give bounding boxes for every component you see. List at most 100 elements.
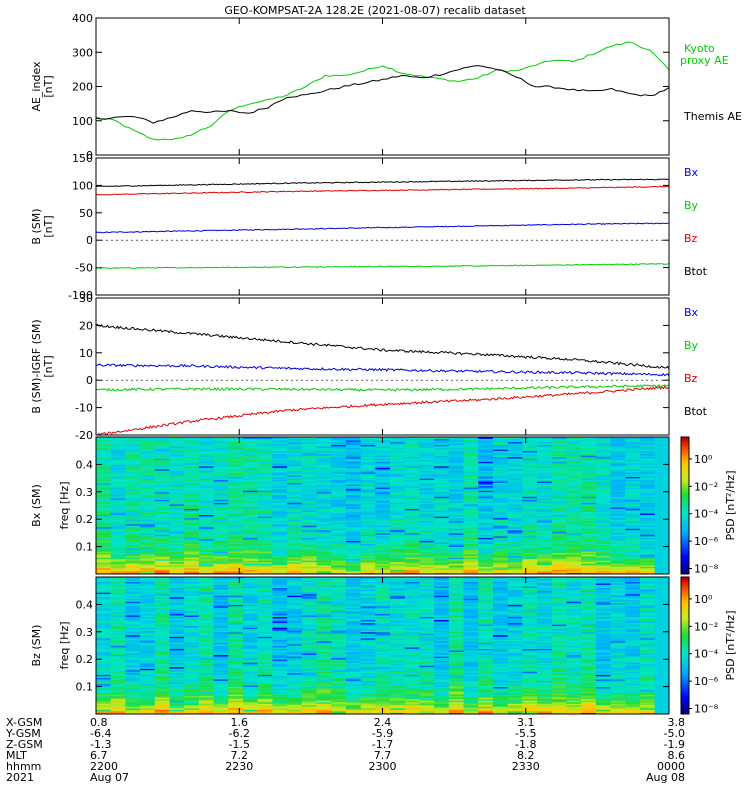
ephemeris-value: 2230 [225, 760, 253, 773]
colorbar-p4: 10⁰ 10⁻² 10⁻⁴ 10⁻⁶ 10⁻⁸ PSD [nT²/Hz] [680, 436, 737, 576]
panel-2-ytick: 150 [72, 152, 93, 165]
panel-1: 0 100 200 300 400 AE_index [nT] Kyoto proxy AE Th… [30, 12, 742, 162]
ephemeris-value: -5.5 [515, 727, 536, 740]
legend-by-p2: By [684, 199, 699, 212]
legend-bz-p3: Bz [684, 372, 698, 385]
colorbar-tick: 10⁻² [694, 620, 718, 633]
legend-btot-p3: Btot [684, 405, 708, 418]
ephemeris-value: -1.8 [515, 738, 536, 751]
panel-5-ylabel: Bz (SM) [30, 625, 43, 667]
ephemeris-value: -6.2 [229, 727, 250, 740]
ephemeris-value: -1.3 [90, 738, 111, 751]
ephemeris-value: -5.9 [372, 727, 393, 740]
panel-3-ytick: -20 [75, 429, 93, 442]
ephemeris-row-label: Z-GSM [6, 738, 43, 751]
panel-5-ytick: 0.2 [76, 653, 94, 666]
series-by-line [95, 384, 670, 392]
legend-kyoto: Kyoto proxy AE [680, 42, 729, 67]
panel-4-ytick: 0.4 [76, 458, 94, 471]
panel-4-ytick: 0.3 [76, 486, 94, 499]
spectrogram-bx [96, 437, 669, 575]
panel-1-ylabel-unit: [nT] [42, 75, 55, 97]
colorbar-tick: 10⁰ [694, 593, 713, 606]
colorbar-tick: 10⁰ [694, 453, 713, 466]
legend-bx-p2: Bx [684, 166, 699, 179]
colorbar-label: PSD [nT²/Hz] [724, 470, 737, 540]
legend-themis: Themis AE [683, 110, 742, 123]
panel-5: 0.10.20.30.4Bz (SM) freq [Hz]10⁰10⁻²10⁻⁴1… [30, 576, 737, 716]
colorbar-tick: 10⁻⁴ [694, 648, 719, 661]
ephemeris-value: 2.4 [374, 716, 392, 729]
series-themis-ae-line [95, 65, 670, 124]
ephemeris-value: 2330 [512, 760, 540, 773]
legend-bx-p3: Bx [684, 306, 699, 319]
ephemeris-value: 2200 [90, 760, 118, 773]
panel-3-ytick: 0 [86, 374, 93, 387]
series-by-line [95, 263, 670, 270]
series-bz-line [95, 385, 670, 437]
panel-3-ylabel: B (SM)-IGRF (SM) [30, 319, 43, 413]
panel-1-ytick: 300 [72, 46, 93, 59]
ephemeris-row-label: hhmm [6, 760, 41, 773]
ephemeris-value: 0000 [657, 760, 685, 773]
ephemeris-row-label: MLT [6, 749, 27, 762]
panel-2-ytick: -100 [68, 289, 93, 302]
panel-2-ytick: 100 [72, 179, 93, 192]
panel-4-ytick: 0.2 [76, 513, 94, 526]
ephemeris-row-label: 2021 [6, 771, 34, 784]
ephemeris-value: 1.6 [231, 716, 249, 729]
figure-title: GEO-KOMPSAT-2A 128.2E (2021-08-07) recal… [224, 4, 526, 17]
ephemeris-row-label: Y-GSM [5, 727, 41, 740]
legend-by-p3: By [684, 339, 699, 352]
panel-4-ytick: 0.1 [76, 541, 94, 554]
panel-2: -100 -50 0 50 100 150 B (SM) [nT] Bx By Bz Btot [30, 152, 708, 302]
panel-5-ytick: 0.1 [76, 681, 94, 694]
colorbar-tick: 10⁻⁴ [694, 508, 719, 521]
series-bx-line [95, 363, 670, 377]
ephemeris-value: 8.2 [517, 749, 535, 762]
series-btot-line [95, 323, 670, 370]
series-kyoto-proxy-ae-line [95, 41, 670, 141]
panel-1-ylabel: AE_index [30, 61, 43, 112]
colorbar-tick: 10⁻⁶ [694, 535, 719, 548]
panel-2-ytick: 0 [86, 234, 93, 247]
legend-btot-p2: Btot [684, 265, 708, 278]
ephemeris-value: 7.2 [231, 749, 249, 762]
ephemeris-value: 6.7 [90, 749, 108, 762]
colorbar-p5: 10⁰ 10⁻² 10⁻⁴ 10⁻⁶ 10⁻⁸ PSD [nT²/Hz] [680, 576, 737, 716]
panel-2-ylabel: B (SM) [30, 208, 43, 244]
panel-5-ytick: 0.3 [76, 626, 94, 639]
ephemeris-value: -1.9 [664, 738, 685, 751]
ephemeris-value: Aug 07 [90, 771, 129, 784]
ephemeris-value: 7.7 [374, 749, 392, 762]
colorbar-tick: 10⁻⁸ [694, 703, 719, 716]
series-bx-line [95, 222, 670, 234]
ephemeris-value: 8.6 [668, 749, 686, 762]
ephemeris-value: -5.0 [664, 727, 685, 740]
ephemeris-value: 3.1 [517, 716, 535, 729]
spectrogram-bz [96, 577, 669, 715]
panel-1-ytick: 0 [86, 149, 93, 162]
panel-3-ytick: 10 [79, 347, 93, 360]
colorbar-tick: 10⁻² [694, 480, 718, 493]
panel-3-ytick: 30 [79, 292, 93, 305]
colorbar-tick: 10⁻⁸ [694, 563, 719, 576]
series-bz-line [95, 185, 669, 196]
ephemeris-value: -6.4 [90, 727, 111, 740]
panel-2-ytick: -50 [75, 262, 93, 275]
ephemeris-row-label: X-GSM [6, 716, 42, 729]
panel-4: 0.10.20.30.4Bx (SM) freq [Hz]10⁰10⁻²10⁻⁴1… [30, 436, 737, 576]
panel-1-ytick: 200 [72, 81, 93, 94]
panel-5-ytick: 0.4 [76, 598, 94, 611]
panel-4-ylabel-unit: freq [Hz] [58, 481, 71, 529]
panel-4-ylabel: Bx (SM) [30, 484, 43, 527]
panel-2-ytick: 50 [79, 207, 93, 220]
colorbar-tick: 10⁻⁶ [694, 675, 719, 688]
panel-3-ylabel-unit: [nT] [42, 355, 55, 377]
legend-bz-p2: Bz [684, 232, 698, 245]
ephemeris-value: -1.7 [372, 738, 393, 751]
